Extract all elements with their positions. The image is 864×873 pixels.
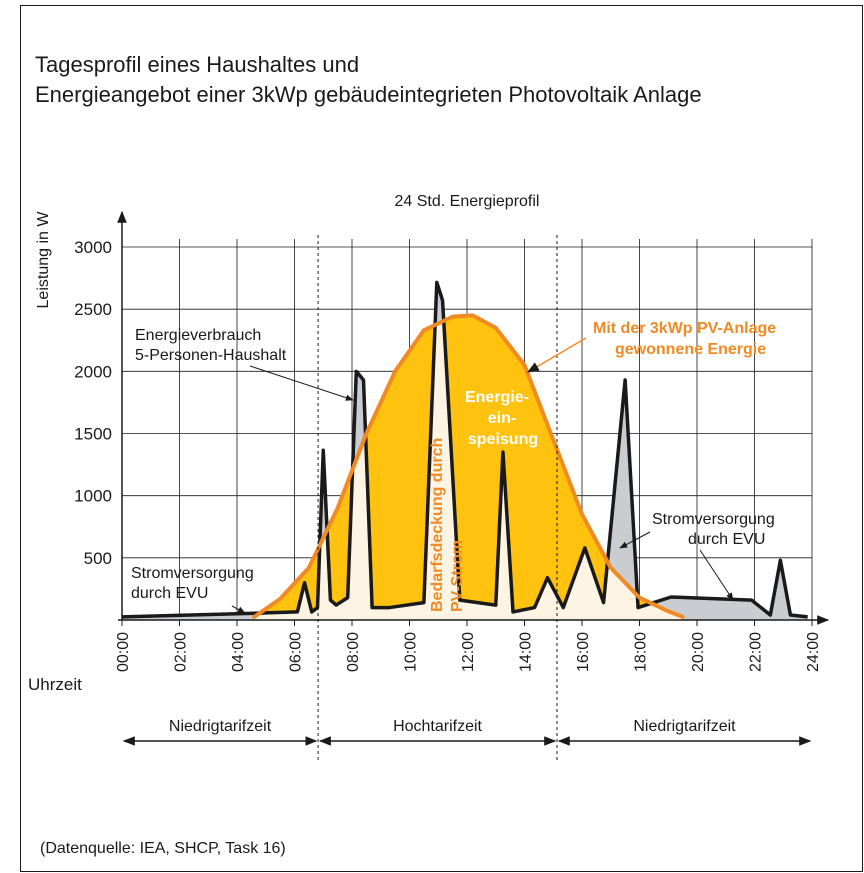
y-tick-label: 3000	[74, 238, 112, 257]
annotation: Mit der 3kWp PV-Anlage	[593, 320, 776, 337]
x-tick-label: 04:00	[230, 632, 247, 672]
x-tick-label: 08:00	[345, 632, 362, 672]
source: (Datenquelle: IEA, SHCP, Task 16)	[40, 840, 286, 857]
y-tick-label: 500	[84, 549, 112, 568]
y-tick-label: 1000	[74, 487, 112, 506]
annotation: 5-Personen-Haushalt	[135, 347, 287, 364]
annotation: ein-	[488, 410, 516, 427]
y-tick-label: 2000	[74, 362, 112, 381]
annotation: Stromversorgung	[131, 565, 254, 582]
title-line: Tagesprofil eines Haushaltes und	[35, 52, 359, 77]
x-tick-label: 02:00	[173, 632, 190, 672]
annotation: PV-Strom	[449, 540, 466, 612]
x-tick-label: 14:00	[518, 632, 535, 672]
annotation: durch EVU	[688, 531, 765, 548]
pv-line	[252, 313, 685, 619]
tariff-label: Niedrigtarifzeit	[633, 718, 736, 735]
x-axis-label: Uhrzeit	[28, 675, 82, 694]
tariff-label: Hochtarifzeit	[393, 718, 482, 735]
x-tick-label: 16:00	[575, 632, 592, 672]
annotation: Bedarfsdeckung durch	[429, 438, 446, 612]
subtitle: 24 Std. Energieprofil	[395, 193, 540, 210]
annotation: Energie-	[465, 389, 529, 406]
tariff-label: Niedrigtarifzeit	[169, 718, 272, 735]
annotation: gewonnene Energie	[615, 341, 766, 358]
y-axis-label: Leistung in W	[35, 211, 52, 309]
frame	[20, 5, 863, 872]
leader	[699, 549, 734, 601]
leader	[526, 337, 587, 373]
annotation: durch EVU	[131, 585, 208, 602]
x-tick-label: 00:00	[115, 632, 132, 672]
x-tick-label: 24:00	[805, 632, 822, 672]
x-tick-label: 20:00	[690, 632, 707, 672]
title-line: Energieangebot einer 3kWp gebäudeintegri…	[35, 82, 702, 107]
x-tick-label: 12:00	[460, 632, 477, 672]
leader	[619, 531, 651, 549]
annotation: speisung	[468, 431, 538, 448]
y-tick-label: 2500	[74, 300, 112, 319]
x-tick-label: 10:00	[403, 632, 420, 672]
leader	[249, 365, 354, 401]
annotation: Stromversorgung	[652, 511, 775, 528]
y-tick-label: 1500	[74, 425, 112, 444]
x-tick-label: 18:00	[633, 632, 650, 672]
leader	[231, 605, 246, 614]
x-tick-label: 22:00	[748, 632, 765, 672]
annotation: Energieverbrauch	[135, 327, 261, 344]
consumption-line	[121, 280, 808, 619]
x-tick-label: 06:00	[288, 632, 305, 672]
